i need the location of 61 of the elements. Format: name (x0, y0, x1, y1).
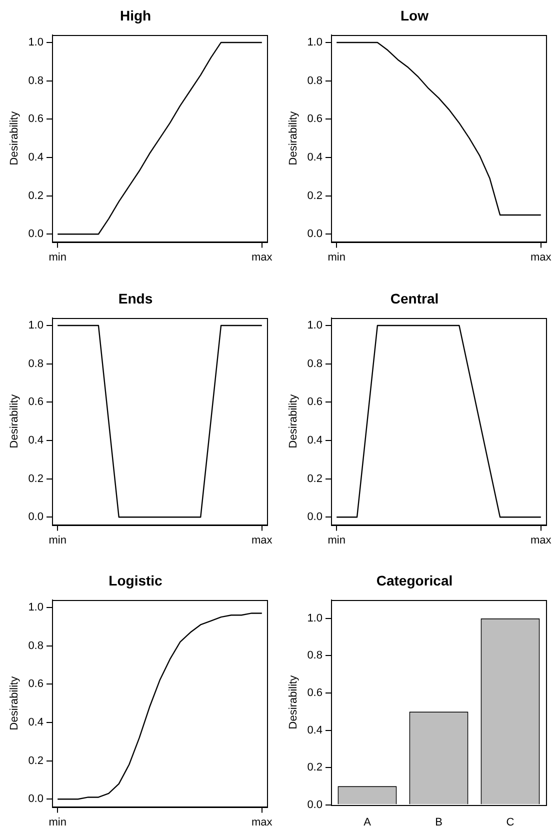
y-axis-title: Desirability (8, 110, 21, 166)
y-tick-label: 0.2 (28, 754, 44, 767)
y-tick-label: 0.4 (307, 152, 322, 164)
y-tick-label: 0.6 (307, 687, 322, 700)
y-tick-label: 0.2 (28, 190, 44, 202)
x-tick-label: max (252, 534, 273, 546)
y-tick-label: 0.8 (307, 74, 322, 87)
y-tick-label: 0.8 (28, 640, 44, 652)
x-tick-label: C (506, 816, 514, 827)
x-tick-label: min (48, 534, 66, 546)
y-tick-label: 0.4 (28, 152, 44, 164)
y-tick-label: 0.6 (307, 113, 322, 126)
chart-title: High (120, 7, 152, 24)
y-tick-label: 0.0 (307, 798, 322, 811)
chart-title: Central (390, 290, 439, 306)
y-tick-label: 0.0 (28, 228, 44, 240)
y-tick-label: 0.6 (307, 396, 322, 408)
x-tick-label: min (48, 816, 66, 827)
y-tick-label: 0.4 (307, 724, 322, 736)
x-tick-label: A (364, 816, 372, 827)
y-tick-label: 0.8 (307, 358, 322, 370)
y-axis-title: Desirability (8, 394, 21, 448)
y-tick-label: 0.6 (28, 396, 44, 408)
x-tick-label: min (328, 251, 346, 264)
y-tick-label: 0.4 (28, 716, 44, 728)
chart-title: Categorical (376, 572, 453, 588)
y-tick-label: 0.0 (28, 793, 44, 806)
y-tick-label: 0.4 (28, 434, 44, 446)
y-tick-label: 0.2 (307, 762, 322, 774)
y-tick-label: 1.0 (28, 36, 44, 48)
x-tick-label: max (252, 251, 273, 264)
y-tick-label: 1.0 (307, 612, 322, 624)
x-tick-label: min (328, 534, 346, 546)
y-tick-label: 1.0 (307, 36, 322, 48)
y-axis-title: Desirability (8, 676, 21, 730)
chart-title: Low (400, 7, 429, 24)
y-tick-label: 0.8 (307, 650, 322, 662)
y-tick-label: 0.2 (307, 472, 322, 485)
y-axis-title: Desirability (288, 110, 300, 166)
x-tick-label: B (435, 816, 442, 827)
y-axis-title: Desirability (288, 674, 300, 730)
y-tick-label: 0.8 (28, 358, 44, 370)
y-tick-label: 0.4 (307, 434, 322, 446)
x-tick-label: max (530, 251, 552, 264)
x-tick-label: max (530, 534, 552, 546)
y-tick-label: 0.6 (28, 678, 44, 690)
y-tick-label: 0.2 (307, 190, 322, 202)
y-tick-label: 1.0 (28, 602, 44, 614)
y-tick-label: 1.0 (307, 320, 322, 332)
y-tick-label: 0.0 (28, 511, 44, 524)
y-tick-label: 1.0 (28, 320, 44, 332)
chart-title: Logistic (108, 572, 163, 588)
chart-title: Ends (118, 290, 153, 306)
y-tick-label: 0.6 (28, 113, 44, 126)
x-tick-label: max (252, 816, 273, 827)
y-tick-label: 0.0 (307, 228, 322, 240)
y-tick-label: 0.0 (307, 511, 322, 524)
x-tick-label: min (48, 251, 66, 264)
y-axis-title: Desirability (288, 394, 300, 448)
y-tick-label: 0.8 (28, 74, 44, 87)
y-tick-label: 0.2 (28, 472, 44, 485)
